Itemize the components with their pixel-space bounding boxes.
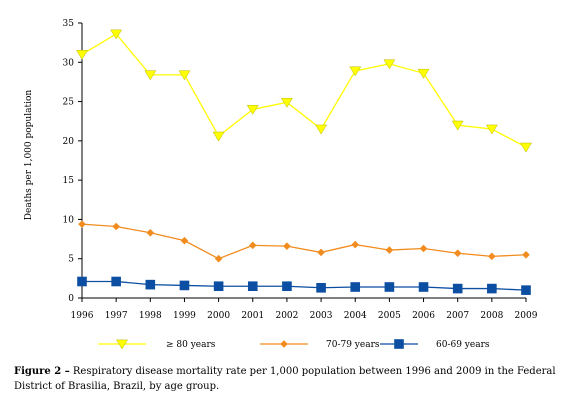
caption-text: Respiratory disease mortality rate per 1… <box>14 366 556 392</box>
axes <box>81 23 526 299</box>
legend: ≥ 80 years 70-79 years 60-69 years <box>98 339 490 350</box>
x-tick-label: 1997 <box>105 311 128 321</box>
data-point <box>487 283 497 294</box>
x-tick-label: 2002 <box>275 311 298 321</box>
x-tick-label: 2004 <box>344 311 367 321</box>
data-point <box>214 254 223 263</box>
data-point <box>452 283 463 294</box>
data-point <box>522 250 530 259</box>
y-tick-label: 10 <box>63 215 75 225</box>
data-point <box>316 282 326 293</box>
y-tick-label: 30 <box>63 58 75 68</box>
legend-label: 70-79 years <box>326 340 380 350</box>
data-point <box>280 97 293 108</box>
series-group <box>76 29 532 295</box>
data-point <box>384 282 395 292</box>
y-tick-label: 20 <box>63 137 75 147</box>
figure-caption: Figure 2 – Respiratory disease mortality… <box>14 364 559 394</box>
y-tick-label: 35 <box>63 19 75 29</box>
caption-label: Figure 2 – <box>14 366 70 377</box>
data-point <box>349 66 362 77</box>
legend-label: 60-69 years <box>436 340 490 350</box>
series-1 <box>76 29 532 153</box>
legend-marker <box>116 339 128 350</box>
x-tick-label: 2008 <box>480 311 503 321</box>
data-point <box>144 70 157 81</box>
legend-item-2: 70-79 years <box>260 340 380 350</box>
y-tick-label: 25 <box>63 98 75 108</box>
data-point <box>111 276 121 287</box>
data-point <box>283 242 291 250</box>
x-tick-label: 2007 <box>446 311 469 321</box>
y-axis-label: Deaths per 1,000 population <box>24 90 34 221</box>
legend-marker <box>280 340 288 348</box>
x-tick-label: 2001 <box>241 311 264 321</box>
x-tick-label: 2003 <box>310 311 333 321</box>
series-line <box>82 280 527 291</box>
legend-item-3: 60-69 years <box>380 339 490 350</box>
y-tick-label: 0 <box>68 294 74 304</box>
data-point <box>247 281 258 292</box>
x-tick-label: 1998 <box>139 311 162 321</box>
y-tick-label: 5 <box>68 255 74 265</box>
data-point <box>350 282 361 292</box>
data-point <box>419 244 428 253</box>
legend-item-1: ≥ 80 years <box>98 339 216 350</box>
legend-marker <box>394 339 404 349</box>
data-point <box>146 228 155 237</box>
series-line <box>81 223 527 260</box>
chart: Deaths per 1,000 population 0 5 10 15 20 25 30… <box>24 19 538 350</box>
series-2 <box>78 220 530 263</box>
legend-label: ≥ 80 years <box>166 340 216 350</box>
data-point <box>520 142 532 153</box>
data-point <box>417 68 430 79</box>
data-point <box>315 124 328 135</box>
data-point <box>451 120 464 131</box>
data-point <box>385 246 394 254</box>
data-point <box>488 252 496 261</box>
data-point <box>521 285 531 295</box>
data-point <box>351 240 360 249</box>
data-point <box>76 50 88 60</box>
data-point <box>282 281 292 292</box>
data-point <box>179 280 190 291</box>
x-tick-label: 1999 <box>173 311 196 321</box>
y-tick-label: 15 <box>63 176 75 186</box>
data-point <box>212 131 225 142</box>
data-point <box>213 281 224 292</box>
series-line <box>81 33 527 148</box>
data-point <box>77 276 87 287</box>
data-point <box>145 279 156 290</box>
data-point <box>110 29 123 40</box>
x-tick-label: 2006 <box>412 311 435 321</box>
data-point <box>78 220 86 228</box>
data-point <box>180 236 189 245</box>
x-tick-label: 2000 <box>207 311 230 321</box>
series-3 <box>77 276 531 295</box>
x-tick-label: 1996 <box>71 311 94 321</box>
x-tick-label: 2009 <box>515 311 538 321</box>
data-point <box>418 282 429 292</box>
data-point <box>383 59 396 70</box>
data-point <box>178 70 191 81</box>
data-point <box>246 105 259 115</box>
data-point <box>453 249 462 258</box>
data-point <box>317 248 325 257</box>
x-tick-label: 2005 <box>378 311 401 321</box>
ticks: 0 5 10 15 20 25 30 35 1996 1997 1998 1999 2000 2001 20… <box>63 19 538 321</box>
data-point <box>248 241 257 250</box>
data-point <box>485 124 498 135</box>
data-point <box>112 222 120 231</box>
